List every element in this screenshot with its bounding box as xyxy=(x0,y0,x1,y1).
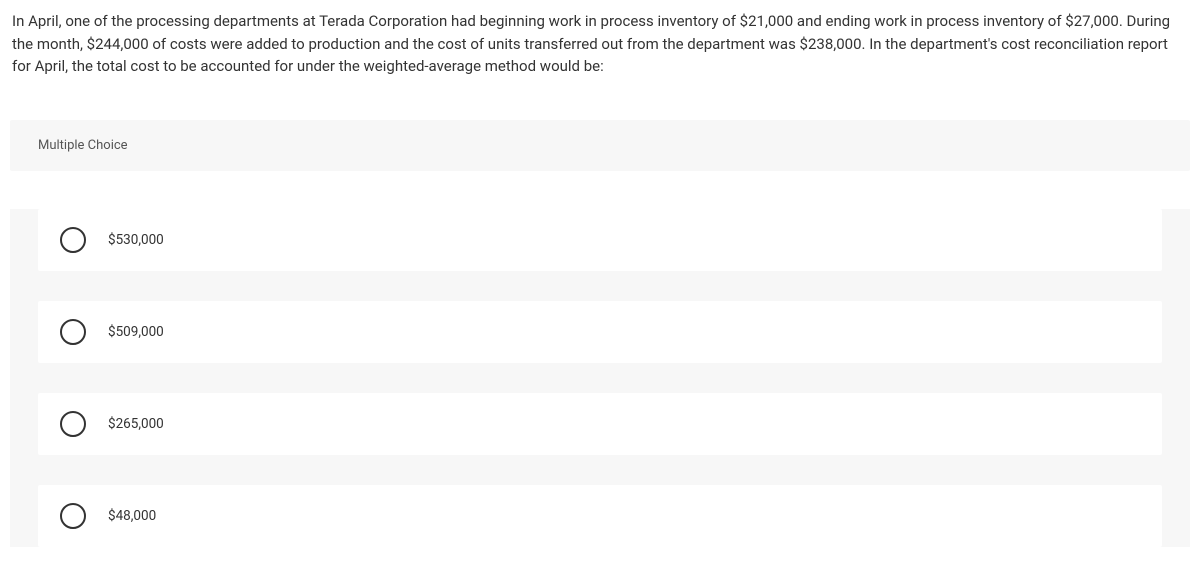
radio-icon[interactable] xyxy=(60,319,86,345)
option-label: $509,000 xyxy=(108,324,164,340)
radio-icon[interactable] xyxy=(60,411,86,437)
option-label: $265,000 xyxy=(108,416,164,432)
answer-section: Multiple Choice $530,000 $509,000 $265,0… xyxy=(0,120,1200,547)
option-row-1[interactable]: $530,000 xyxy=(38,209,1162,271)
radio-icon[interactable] xyxy=(60,503,86,529)
question-text: In April, one of the processing departme… xyxy=(0,0,1200,92)
option-row-4[interactable]: $48,000 xyxy=(38,485,1162,547)
option-row-2[interactable]: $509,000 xyxy=(38,301,1162,363)
option-label: $530,000 xyxy=(108,232,164,248)
section-header: Multiple Choice xyxy=(10,120,1190,171)
option-label: $48,000 xyxy=(108,508,156,524)
option-row-3[interactable]: $265,000 xyxy=(38,393,1162,455)
option-container: $530,000 $509,000 $265,000 $48,000 xyxy=(10,209,1190,547)
radio-icon[interactable] xyxy=(60,227,86,253)
